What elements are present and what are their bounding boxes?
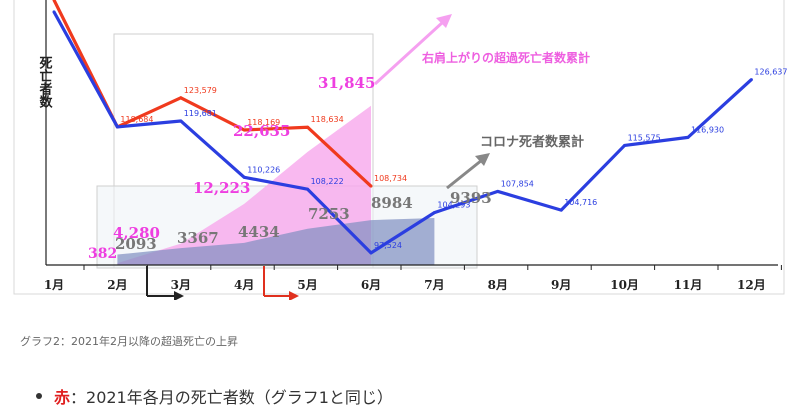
cumulative-label-corona: 3367 (177, 229, 219, 247)
x-tick-label: 12月 (737, 278, 766, 292)
chart-caption: グラフ2：2021年2月以降の超過死亡の上昇 (20, 335, 238, 348)
cumulative-label-corona: 2093 (115, 235, 157, 253)
point-blue (115, 125, 119, 129)
point-red (306, 125, 310, 129)
data-label-red: 118,169 (247, 118, 280, 127)
x-tick-label: 1月 (44, 278, 64, 292)
arrowhead-excess (436, 14, 452, 28)
data-label-blue: 116,930 (691, 125, 724, 134)
area-corona-cumulative (117, 218, 435, 265)
point-red (242, 128, 246, 132)
data-label-blue: 110,226 (247, 165, 280, 174)
data-label-red: 123,579 (184, 86, 217, 95)
point-blue (559, 208, 563, 212)
point-blue (496, 189, 500, 193)
point-blue (749, 78, 753, 82)
x-tick-label: 9月 (551, 278, 571, 292)
cumulative-areas (117, 105, 435, 266)
cumulative-label-excess: 4,280 (113, 224, 160, 242)
y-axis-label: 死亡者数 (37, 56, 54, 109)
area-excess-cumulative (117, 105, 372, 266)
bullet-dot (36, 393, 42, 399)
data-label-blue: 97,524 (374, 241, 402, 250)
data-label-blue: 126,637 (754, 68, 787, 77)
cumulative-label-excess: 31,845 (318, 74, 375, 92)
cumulative-label-excess: 382 (88, 246, 117, 262)
bullet-highlight: 赤 (54, 388, 71, 407)
cumulative-label-corona: 7253 (308, 205, 350, 223)
x-tick-label: 7月 (424, 278, 444, 292)
cumulative-label-excess: 12,223 (193, 179, 250, 197)
point-blue (432, 211, 436, 215)
annotation-corona: コロナ死者数累計 (480, 134, 584, 150)
x-tick-label: 3月 (171, 278, 191, 292)
x-tick-label: 6月 (361, 278, 381, 292)
series-lines (52, 0, 753, 255)
bullet-item: 赤：2021年各月の死亡者数（グラフ1と同じ） (54, 384, 393, 408)
data-label-red: 118,684 (120, 115, 153, 124)
arrow-excess (373, 20, 445, 86)
point-blue (686, 135, 690, 139)
x-tick-label: 10月 (610, 278, 639, 292)
axes: 死亡者数 1月 2月 3月 4月 5月 6月 7月 8月 9月 10月 11月 12月 (37, 0, 782, 292)
cumulative-label-corona: 8984 (371, 194, 413, 212)
data-label-blue: 104,293 (437, 201, 470, 210)
arrowhead-elderly (289, 291, 299, 300)
point-red (52, 0, 56, 2)
x-tick-label: 8月 (488, 278, 508, 292)
data-label-blue: 115,575 (628, 133, 661, 142)
point-blue (369, 251, 373, 255)
arrow-corona (446, 158, 483, 190)
data-label-blue: 108,222 (311, 177, 344, 186)
point-blue (52, 10, 56, 14)
x-tick-label: 4月 (234, 278, 254, 292)
data-label-blue: 107,854 (501, 179, 534, 188)
cumulative-label-corona: 9393 (450, 189, 492, 207)
data-label-blue: 119,681 (184, 109, 217, 118)
point-blue (623, 143, 627, 147)
arrowhead-corona (475, 153, 490, 166)
point-blue (179, 119, 183, 123)
arrowhead-medical (174, 291, 184, 300)
data-label-red: 118,634 (311, 115, 344, 124)
bullet-text: ：2021年各月の死亡者数（グラフ1と同じ） (70, 388, 393, 407)
annotation-excess: 右肩上がりの超過死亡者数累計 (421, 50, 590, 65)
point-blue (306, 187, 310, 191)
series-line-blue (52, 11, 753, 255)
data-labels: 118,684 123,579 118,169 118,634 108,734 119,6… (88, 68, 787, 262)
data-label-blue: 104,716 (564, 198, 597, 207)
x-tick-label: 11月 (674, 278, 703, 292)
annotations: 右肩上がりの超過死亡者数累計コロナ死者数累計2/17医療従事者向け開始4/12高… (146, 14, 590, 300)
point-blue (242, 175, 246, 179)
point-red (369, 184, 373, 188)
x-tick-label: 2月 (107, 278, 127, 292)
x-tick-label: 5月 (297, 278, 317, 292)
cumulative-label-corona: 4434 (238, 223, 280, 241)
cumulative-label-excess: 22,635 (233, 122, 290, 140)
point-red (179, 96, 183, 100)
data-label-red: 108,734 (374, 174, 407, 183)
